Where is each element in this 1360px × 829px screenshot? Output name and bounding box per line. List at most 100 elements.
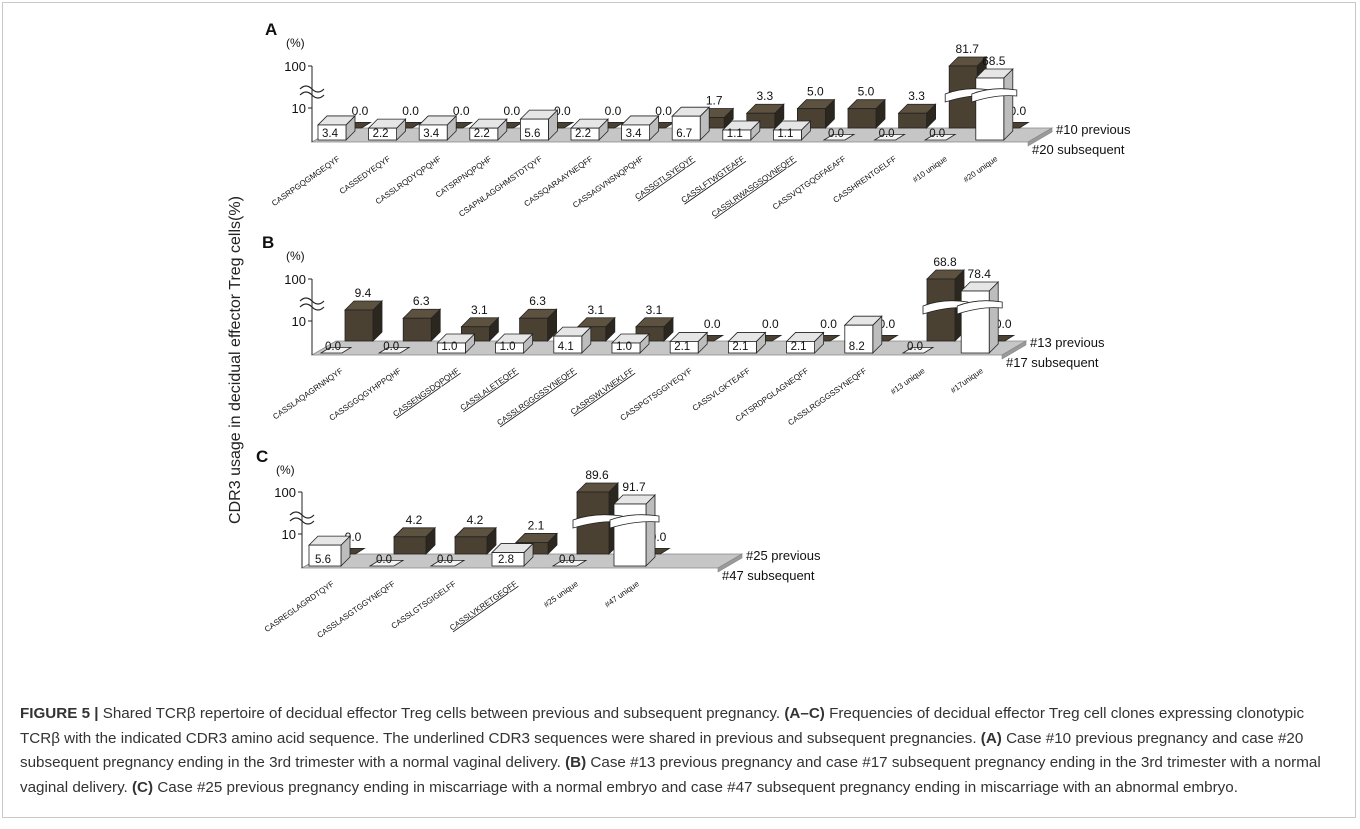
- data-label-previous: 3.3: [756, 89, 773, 103]
- data-label-previous: 81.7: [956, 42, 980, 56]
- panel-letter: A: [265, 20, 277, 39]
- data-label-previous: 6.3: [529, 294, 546, 308]
- y-tick-label: 10: [292, 101, 306, 116]
- data-label-previous: 3.3: [908, 89, 925, 103]
- data-label-subsequent: 0.0: [929, 128, 945, 140]
- figure-caption: FIGURE 5 | Shared TCRβ repertoire of dec…: [20, 702, 1340, 800]
- data-label-subsequent: 2.1: [732, 341, 748, 353]
- category-label: CSAPNLAGGHMSTDTQYF: [457, 154, 544, 219]
- bar-subsequent: [418, 124, 448, 141]
- data-label-subsequent: 78.4: [968, 267, 992, 281]
- data-label-previous: 9.4: [355, 286, 372, 300]
- bar-subsequent: [722, 129, 752, 141]
- data-label-subsequent: 0.0: [325, 341, 341, 353]
- caption-title-text: Shared TCRβ repertoire of decidual effec…: [98, 705, 785, 722]
- bar-subsequent: [728, 341, 757, 354]
- data-label-previous: 0.0: [453, 104, 470, 118]
- legend-previous: #13 previous: [1030, 335, 1105, 350]
- data-label-previous: 0.0: [1009, 104, 1026, 118]
- data-label-previous: 0.0: [762, 317, 779, 331]
- y-tick-label: 10: [292, 314, 306, 329]
- data-label-previous: 68.8: [933, 255, 957, 269]
- y-tick-label: 100: [284, 272, 306, 287]
- bar-subsequent: [495, 342, 525, 354]
- y-unit-label: (%): [286, 249, 305, 263]
- caption-ac-text: Frequencies of decidual effector Treg ce…: [20, 705, 1305, 747]
- bar-subsequent: [621, 124, 650, 141]
- bar-subsequent: [901, 346, 935, 354]
- data-label-previous: 2.1: [528, 518, 545, 532]
- legend-subsequent: #20 subsequent: [1032, 142, 1125, 157]
- data-label-subsequent: 2.2: [575, 128, 591, 140]
- figure-5-panels: A (%) 100 10 0.0 0.0 0.0 0.0 0.0 0.0 0.0 1.7 3.3 5.0 5…: [256, 20, 1131, 640]
- data-label-subsequent: 5.6: [315, 554, 331, 566]
- bar-subsequent-side: [1003, 68, 1014, 141]
- data-label-subsequent: 3.4: [626, 128, 643, 140]
- data-label-subsequent: 1.0: [500, 341, 516, 353]
- data-label-previous: 4.2: [467, 513, 484, 527]
- panel-A: A (%) 100 10 0.0 0.0 0.0 0.0 0.0 0.0 0.0 1.7 3.3 5.0 5…: [265, 20, 1131, 219]
- data-label-previous: 5.0: [807, 85, 824, 99]
- data-label-subsequent: 0.0: [828, 128, 844, 140]
- data-label-previous: 0.0: [503, 104, 520, 118]
- figure-frame: [2, 2, 1356, 818]
- y-unit-label: (%): [286, 36, 305, 50]
- bar-subsequent: [317, 124, 347, 141]
- data-label-subsequent: 8.2: [849, 341, 865, 353]
- category-label: CASRPGQGMGEQYF: [270, 154, 342, 208]
- caption-c-text: Case #25 previous pregnancy ending in mi…: [153, 778, 1238, 796]
- bar-previous: [393, 536, 427, 555]
- category-label: CASSLALETEQFF: [459, 366, 520, 412]
- data-label-previous: 89.6: [585, 468, 609, 482]
- panel-letter: C: [256, 447, 268, 466]
- caption-title: FIGURE 5 |: [20, 705, 99, 722]
- legend-previous: #10 previous: [1056, 122, 1131, 137]
- bar-subsequent: [773, 129, 802, 141]
- y-axis-break: [289, 511, 315, 525]
- data-label-previous: 0.0: [352, 104, 369, 118]
- data-label-previous: 4.2: [406, 513, 423, 527]
- data-label-subsequent: 0.0: [559, 554, 575, 566]
- caption-b-label: (B): [565, 754, 587, 771]
- data-label-previous: 0.0: [878, 317, 895, 331]
- category-label: #47 unique: [603, 579, 641, 609]
- data-label-subsequent: 1.0: [616, 341, 632, 353]
- data-label-subsequent: 2.2: [474, 128, 490, 140]
- bar-subsequent: [873, 133, 906, 141]
- legend-subsequent: #17 subsequent: [1006, 355, 1099, 370]
- category-label: CASRSWLVNEKLFF: [569, 366, 636, 416]
- bar-subsequent: [613, 503, 647, 567]
- data-label-subsequent: 1.1: [727, 128, 743, 140]
- data-label-subsequent: 1.1: [777, 128, 793, 140]
- data-label-previous: 0.0: [402, 104, 419, 118]
- data-label-previous: 0.0: [820, 317, 837, 331]
- data-label-subsequent: 4.1: [558, 341, 574, 353]
- bar-subsequent: [368, 559, 405, 567]
- data-label-previous: 3.1: [587, 303, 604, 317]
- panel-letter: B: [262, 233, 274, 252]
- bar-subsequent: [491, 552, 525, 567]
- data-label-previous: 0.0: [554, 104, 571, 118]
- bar-subsequent: [844, 324, 874, 354]
- category-label: CASSVLGKTEAFF: [691, 366, 752, 413]
- data-label-subsequent: 68.5: [982, 54, 1006, 68]
- y-axis-break: [299, 85, 325, 99]
- chart-floor-edge: [1027, 127, 1053, 147]
- bar-subsequent: [368, 127, 398, 141]
- bar-subsequent: [671, 115, 701, 141]
- y-tick-label: 100: [274, 485, 296, 500]
- bar-axis-break: [956, 300, 1003, 315]
- data-label-previous: 6.3: [413, 294, 430, 308]
- data-label-previous: 5.0: [858, 85, 875, 99]
- data-label-subsequent: 2.1: [674, 341, 690, 353]
- data-label-subsequent: 0.0: [437, 554, 453, 566]
- category-label: CASSLGTSGIGELFF: [390, 579, 458, 631]
- data-label-previous: 0.0: [655, 104, 672, 118]
- legend-subsequent: #47 subsequent: [722, 568, 815, 583]
- bar-subsequent: [520, 118, 549, 141]
- bar-subsequent: [570, 127, 600, 141]
- data-label-subsequent: 1.0: [441, 341, 457, 353]
- bar-axis-break: [971, 88, 1018, 103]
- data-label-subsequent: 3.4: [322, 128, 339, 140]
